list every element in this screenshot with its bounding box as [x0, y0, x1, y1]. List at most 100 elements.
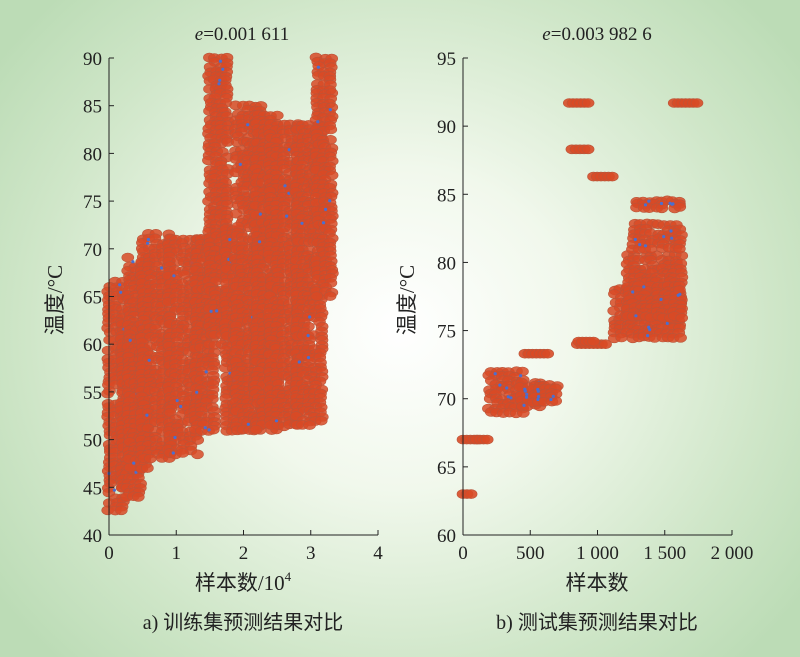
- panel-a-predicted-point: [173, 435, 177, 440]
- panel-b-y-tick-label: 60: [437, 526, 456, 547]
- panel-b-predicted-point: [643, 203, 648, 207]
- panel-b-predicted-point: [633, 237, 637, 242]
- panel-a-predicted-point: [238, 162, 242, 166]
- panel-a-predicted-point: [258, 212, 262, 216]
- panel-a-y-tick-label: 90: [83, 49, 102, 70]
- panel-b-predicted-point: [659, 201, 664, 206]
- panel-a-y-tick-label: 80: [83, 144, 102, 165]
- panel-b-title: e=0.003 982 6: [542, 24, 651, 45]
- panel-a-predicted-point: [209, 309, 213, 313]
- panel-a-predicted-point: [215, 309, 219, 313]
- panel-b-predicted-point: [509, 396, 513, 400]
- panel-a-y-tick-label: 40: [83, 526, 102, 547]
- panel-b-predicted-point: [522, 403, 526, 407]
- panel-b-data-point: [581, 98, 595, 108]
- panel-b-predicted-point: [536, 397, 540, 402]
- panel-b-y-label: 温度/°C: [395, 265, 419, 335]
- panel-a-predicted-point: [171, 451, 175, 455]
- panel-a-data-point: [132, 492, 145, 502]
- panel-b-predicted-point: [498, 383, 502, 387]
- panel-a-x-tick-label: 2: [239, 543, 249, 564]
- panel-a-data-point: [101, 388, 114, 399]
- panel-a-predicted-point: [324, 207, 328, 211]
- panel-a-y-tick-label: 60: [83, 335, 102, 356]
- panel-b-y-tick-label: 70: [437, 390, 456, 411]
- panel-a-predicted-point: [207, 428, 211, 432]
- panel-a-y-tick-label: 50: [83, 431, 102, 452]
- panel-b-data-point: [480, 434, 494, 445]
- panel-b-predicted-point: [643, 244, 648, 248]
- panel-a-predicted-point: [195, 390, 199, 394]
- panel-a-predicted-point: [221, 67, 225, 71]
- panel-a-predicted-point: [203, 426, 207, 430]
- panel-a-x-tick-label: 1: [172, 543, 182, 564]
- panel-a-predicted-point: [159, 266, 164, 270]
- panel-b-predicted-point: [631, 290, 635, 294]
- panel-a-predicted-point: [145, 413, 149, 417]
- panel-a-data-point: [176, 448, 189, 458]
- panel-b-predicted-point: [549, 397, 553, 402]
- panel-b-ticks: 0 500 1 000 1 500 2 000 60 65 70 75 80 85 90 95: [437, 49, 753, 564]
- panel-a-predicted-point: [218, 59, 222, 63]
- panel-a-data-point: [324, 124, 338, 135]
- panel-a-x-label: 样本数/104: [195, 569, 292, 595]
- panel-b-data-point: [690, 98, 704, 108]
- panel-a-data-point: [303, 420, 316, 430]
- panel-a-y-tick-label: 55: [83, 383, 102, 404]
- panel-b-data-point: [605, 171, 619, 182]
- panel-b-y-tick-label: 75: [437, 322, 456, 343]
- panel-a-y-tick-label: 45: [83, 478, 102, 499]
- panel-a-predicted-point: [146, 237, 150, 242]
- panel-b-data-point: [673, 202, 687, 212]
- panel-b-y-tick-label: 80: [437, 253, 456, 274]
- panel-a-predicted-point: [147, 358, 151, 362]
- panel-b-predicted-point: [647, 199, 651, 203]
- panel-a-predicted-point: [146, 241, 150, 245]
- panel-b-predicted-point: [659, 297, 663, 301]
- panel-a-predicted-point: [112, 488, 116, 492]
- panel-a-predicted-point: [131, 260, 135, 264]
- panel-b-predicted-point: [551, 394, 555, 398]
- panel-b-test: e=0.003 982 6 0 500 1 000 1 500 2 000 60 65 70 7…: [395, 24, 753, 634]
- panel-b-predicted-point: [536, 387, 540, 392]
- panel-a-predicted-point: [246, 123, 250, 127]
- panel-b-predicted-point: [493, 372, 497, 376]
- panel-a-x-tick-label: 4: [373, 543, 383, 564]
- panel-b-x-tick-label: 500: [516, 543, 545, 564]
- panel-a-data-point: [249, 424, 263, 435]
- panel-b-predicted-point: [523, 389, 527, 393]
- panel-b-predicted-point: [646, 334, 650, 338]
- panel-b-predicted-point: [525, 395, 529, 399]
- panel-a-predicted-point: [128, 338, 132, 342]
- panel-b-x-tick-label: 2 000: [711, 543, 754, 564]
- panel-a-predicted-point: [118, 283, 122, 287]
- panel-b-data-point: [464, 489, 478, 499]
- panel-a-predicted-point: [179, 404, 183, 409]
- panel-a-predicted-point: [306, 356, 311, 360]
- panel-b-caption: b) 测试集预测结果对比: [496, 611, 698, 634]
- panel-b-data-point: [615, 332, 628, 343]
- panel-a-predicted-point: [328, 199, 332, 203]
- panel-a-predicted-point: [316, 120, 320, 124]
- panel-b-y-tick-label: 85: [437, 185, 456, 206]
- panel-a-y-tick-label: 65: [83, 288, 102, 309]
- panel-b-data-point: [581, 144, 595, 155]
- panel-a-data-point: [310, 291, 324, 302]
- panel-b-predicted-point: [505, 386, 509, 390]
- panel-a-predicted-point: [283, 184, 287, 188]
- panel-a-y-label: 温度/°C: [43, 265, 67, 335]
- panel-a-predicted-point: [119, 290, 123, 294]
- panel-b-predicted-point: [662, 235, 666, 239]
- panel-b-data-point: [599, 339, 612, 350]
- panel-b-x-tick-label: 0: [458, 543, 468, 564]
- panel-b-y-tick-label: 90: [437, 117, 456, 138]
- panel-b-x-tick-label: 1 000: [576, 543, 619, 564]
- panel-b-predicted-point: [634, 314, 638, 318]
- panel-a-predicted-point: [228, 238, 232, 242]
- panel-a-y-tick-label: 70: [83, 240, 102, 261]
- panel-b-data-point: [655, 203, 669, 214]
- panel-b-predicted-point: [519, 374, 523, 378]
- panel-b-predicted-point: [525, 392, 529, 396]
- panel-b-y-tick-label: 65: [437, 458, 456, 479]
